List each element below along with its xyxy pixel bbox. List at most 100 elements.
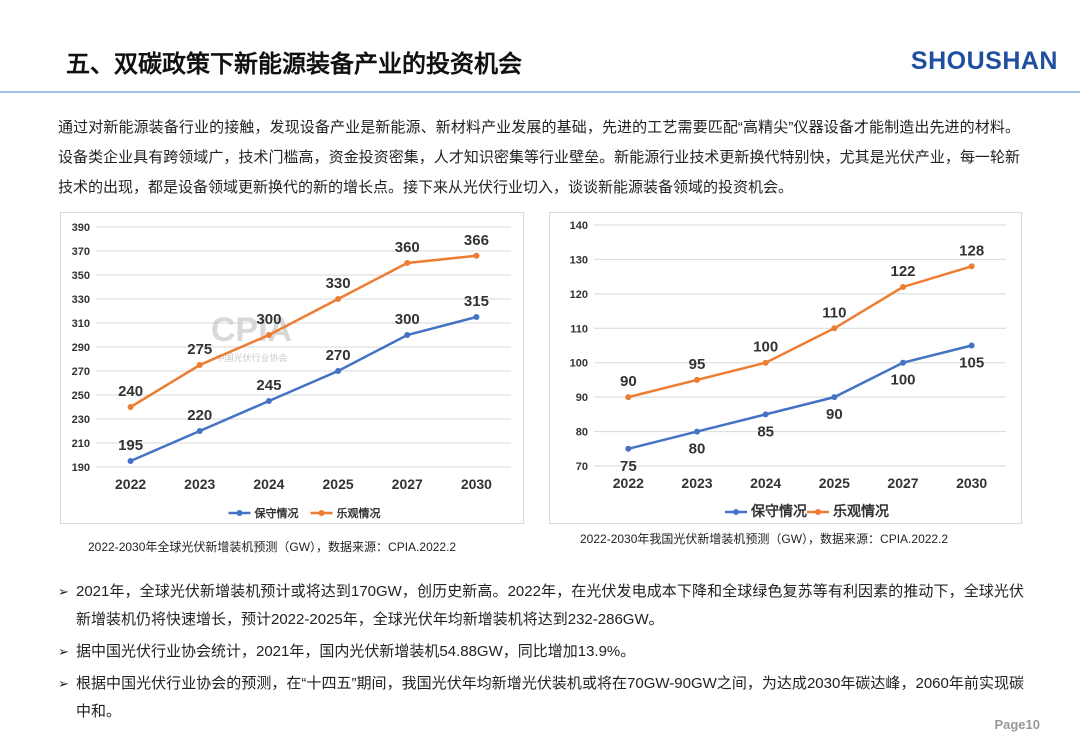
y-tick-label: 190 — [72, 462, 90, 474]
chart-caption: 2022-2030年我国光伏新增装机预测（GW），数据来源：CPIA.2022.… — [580, 532, 949, 546]
data-label: 300 — [256, 311, 281, 328]
series-line — [129, 254, 477, 409]
x-tick-label: 2023 — [681, 475, 712, 491]
watermark: 中国光伏行业协会 — [215, 352, 287, 363]
y-tick-label: 210 — [72, 438, 90, 450]
y-tick-label: 350 — [72, 270, 90, 282]
chart: 70 80 90 100 110 120 130 140 2022 2023 2024 2025 202… — [570, 220, 1006, 519]
point — [127, 404, 134, 410]
legend-label: 乐观情况 — [833, 503, 889, 519]
series-line — [130, 315, 477, 463]
legend-label: 保守情况 — [750, 503, 807, 519]
point — [335, 296, 342, 302]
chart: 190 210 230 250 270 290 310 330 350 370 390 2022 202… — [72, 222, 511, 520]
y-tick-label: 330 — [72, 294, 90, 306]
slide-title: 五、双碳政策下新能源装备产业的投资机会 — [66, 51, 522, 78]
point — [265, 398, 272, 404]
x-tick-label: 2027 — [887, 475, 918, 491]
logo: SHOUSHAN — [910, 47, 1058, 75]
y-tick-label: 90 — [576, 392, 588, 404]
point — [831, 394, 838, 401]
y-tick-label: 290 — [72, 342, 90, 354]
point — [335, 368, 342, 374]
data-label: 360 — [395, 239, 420, 256]
point — [900, 283, 906, 290]
y-tick-label: 270 — [72, 366, 90, 378]
data-label: 366 — [464, 232, 489, 249]
data-label: 275 — [187, 341, 212, 358]
bullet-list: 2021年，全球光伏新增装机预计或将达到170GW，创历史新高。2022年，在光… — [58, 578, 1024, 730]
x-tick-label: 2027 — [392, 476, 423, 492]
data-label: 330 — [326, 275, 351, 292]
data-label: 195 — [118, 437, 143, 454]
data-label: 100 — [890, 372, 915, 389]
data-label: 128 — [959, 242, 984, 259]
bullet: 据中国光伏行业协会统计，2021年，国内光伏新增装机54.88GW，同比增加13… — [58, 638, 1024, 666]
point — [968, 342, 975, 349]
intro-paragraph: 通过对新能源装备行业的接触，发现设备产业是新能源、新材料产业发展的基础，先进的工… — [58, 119, 1020, 196]
point — [968, 263, 975, 270]
page-number: Page10 — [994, 717, 1040, 732]
x-tick-label: 2025 — [819, 475, 850, 491]
data-label: 240 — [118, 383, 143, 400]
series-line — [628, 344, 972, 450]
y-tick-label: 80 — [576, 427, 588, 439]
data-label: 95 — [689, 356, 706, 373]
x-tick-label: 2024 — [750, 475, 781, 491]
data-label: 90 — [826, 406, 843, 423]
point — [127, 458, 134, 464]
data-label: 220 — [187, 407, 212, 424]
x-tick-label: 2023 — [184, 476, 215, 492]
data-label: 270 — [326, 347, 351, 364]
legend-marker — [318, 510, 325, 516]
point — [196, 428, 203, 434]
point — [625, 445, 632, 452]
point — [404, 332, 411, 338]
point — [473, 252, 480, 259]
bullet: 根据中国光伏行业协会的预测，在“十四五”期间，我国光伏年均新增光伏装机或将在70… — [58, 670, 1024, 726]
x-tick-label: 2022 — [613, 475, 644, 491]
data-label: 245 — [256, 377, 281, 394]
point — [694, 376, 700, 383]
x-tick-label: 2024 — [253, 476, 284, 492]
data-label: 105 — [959, 355, 984, 372]
bullet: 2021年，全球光伏新增装机预计或将达到170GW，创历史新高。2022年，在光… — [58, 578, 1024, 634]
x-tick-label: 2022 — [115, 476, 146, 492]
y-tick-label: 120 — [570, 289, 588, 301]
data-label: 80 — [689, 441, 706, 458]
chart-frame: 70 80 90 100 110 120 130 140 2022 2023 2024 2025 202… — [549, 212, 1022, 524]
chart-caption: 2022-2030年全球光伏新增装机预测（GW），数据来源：CPIA.2022.… — [88, 540, 457, 554]
legend-marker — [733, 509, 739, 515]
data-label: 315 — [464, 293, 489, 310]
legend-label: 保守情况 — [254, 506, 299, 520]
x-tick-label: 2030 — [461, 476, 492, 492]
point — [404, 260, 411, 266]
y-tick-label: 140 — [570, 220, 588, 232]
x-tick-label: 2030 — [956, 475, 987, 491]
data-label: 85 — [757, 423, 774, 440]
data-label: 75 — [620, 458, 637, 475]
point — [196, 362, 203, 368]
data-label: 90 — [620, 373, 637, 390]
point — [625, 394, 632, 401]
y-tick-label: 70 — [576, 461, 588, 473]
legend-marker — [236, 510, 243, 516]
chart-frame: 190 210 230 250 270 290 310 330 350 370 390 2022 202… — [60, 212, 524, 524]
data-label: 100 — [753, 339, 778, 356]
y-tick-label: 100 — [570, 358, 588, 370]
point — [831, 325, 838, 332]
y-tick-label: 110 — [570, 323, 588, 335]
y-tick-label: 230 — [72, 414, 90, 426]
y-tick-label: 390 — [72, 222, 90, 234]
point — [694, 428, 700, 435]
data-label: 110 — [822, 304, 846, 321]
data-label: 122 — [890, 263, 915, 280]
legend-label: 乐观情况 — [337, 506, 381, 520]
y-tick-label: 370 — [72, 246, 90, 258]
data-label: 300 — [395, 311, 420, 328]
point — [900, 359, 906, 366]
x-tick-label: 2025 — [323, 476, 354, 492]
legend-marker — [815, 509, 821, 515]
y-tick-label: 310 — [72, 318, 90, 330]
